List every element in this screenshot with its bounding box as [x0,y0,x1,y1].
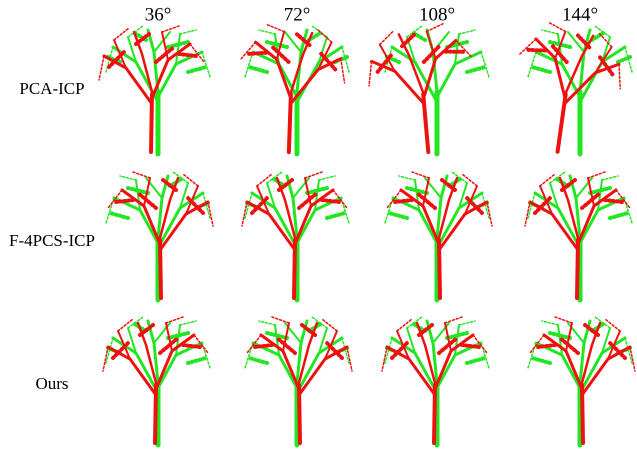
column-header: 108° [419,4,455,25]
column-header: 144° [562,4,598,25]
point-cloud [99,26,210,154]
source-cloud [236,23,347,154]
point-cloud [363,21,489,157]
source-cloud [525,172,630,298]
source-cloud [530,317,635,443]
point-cloud [103,317,210,445]
column-header: 36° [145,4,172,25]
row-label: PCA-ICP [19,79,84,98]
figure: 36° 72° 108° 144° PCA-ICP F-4PCS-ICP Ours [0,0,637,451]
point-cloud [525,172,632,300]
point-cloud [242,172,349,300]
source-cloud [387,172,492,298]
target-cloud [106,26,210,154]
source-cloud [242,172,347,298]
point-cloud [505,19,632,160]
source-cloud [103,317,208,443]
point-cloud [245,317,352,445]
point-cloud [385,172,492,300]
point-cloud [236,23,349,154]
point-cloud [528,317,635,445]
point-cloud [382,317,489,445]
source-cloud [247,317,352,443]
column-header: 72° [284,4,311,25]
point-cloud [106,172,213,300]
row-label: Ours [35,374,68,393]
row-label: F-4PCS-ICP [9,231,95,250]
source-cloud [382,317,487,443]
source-cloud [505,19,628,160]
source-cloud [108,172,213,298]
